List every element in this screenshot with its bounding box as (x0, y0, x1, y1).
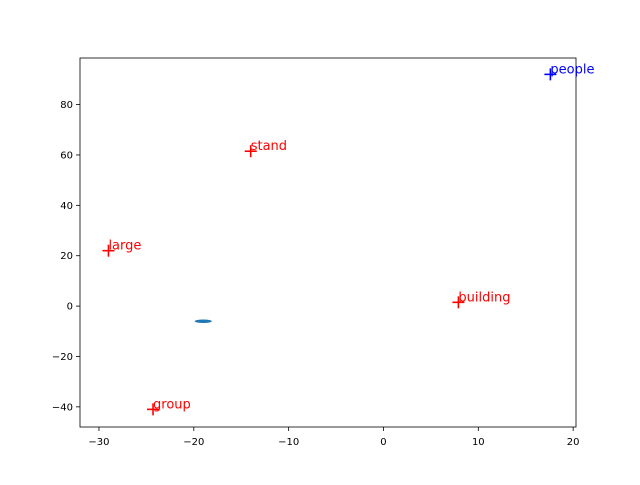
point-label: people (550, 62, 594, 77)
scatter-point (544, 68, 557, 81)
x-tick-label: −30 (88, 437, 109, 448)
point-label: stand (251, 139, 287, 154)
y-tick-label: 60 (60, 150, 73, 161)
plot-frame (79, 57, 577, 428)
point-label: group (153, 397, 191, 412)
scatter-point (102, 244, 115, 257)
point-label: large (108, 239, 141, 254)
y-tick-label: 40 (60, 201, 73, 212)
plot-marks: people stand large building group (102, 62, 594, 416)
x-tick-label: 0 (380, 437, 386, 448)
y-tick-label: −40 (52, 402, 73, 413)
x-tick-label: −20 (183, 437, 204, 448)
data-ellipse (194, 319, 212, 323)
y-tick-label: 20 (60, 251, 73, 262)
point-label: building (458, 290, 510, 305)
y-tick-label: −20 (52, 352, 73, 363)
scatter-point (147, 403, 160, 416)
scatter-point (452, 296, 465, 309)
axes: −30 −20 −10 0 10 20 −40 −20 0 20 40 60 80 (52, 57, 580, 448)
y-tick-label: 80 (60, 100, 73, 111)
x-tick-label: 20 (567, 437, 580, 448)
x-tick-label: −10 (278, 437, 299, 448)
x-tick-label: 10 (472, 437, 485, 448)
scatter-point (244, 145, 257, 158)
y-tick-label: 0 (67, 302, 73, 313)
